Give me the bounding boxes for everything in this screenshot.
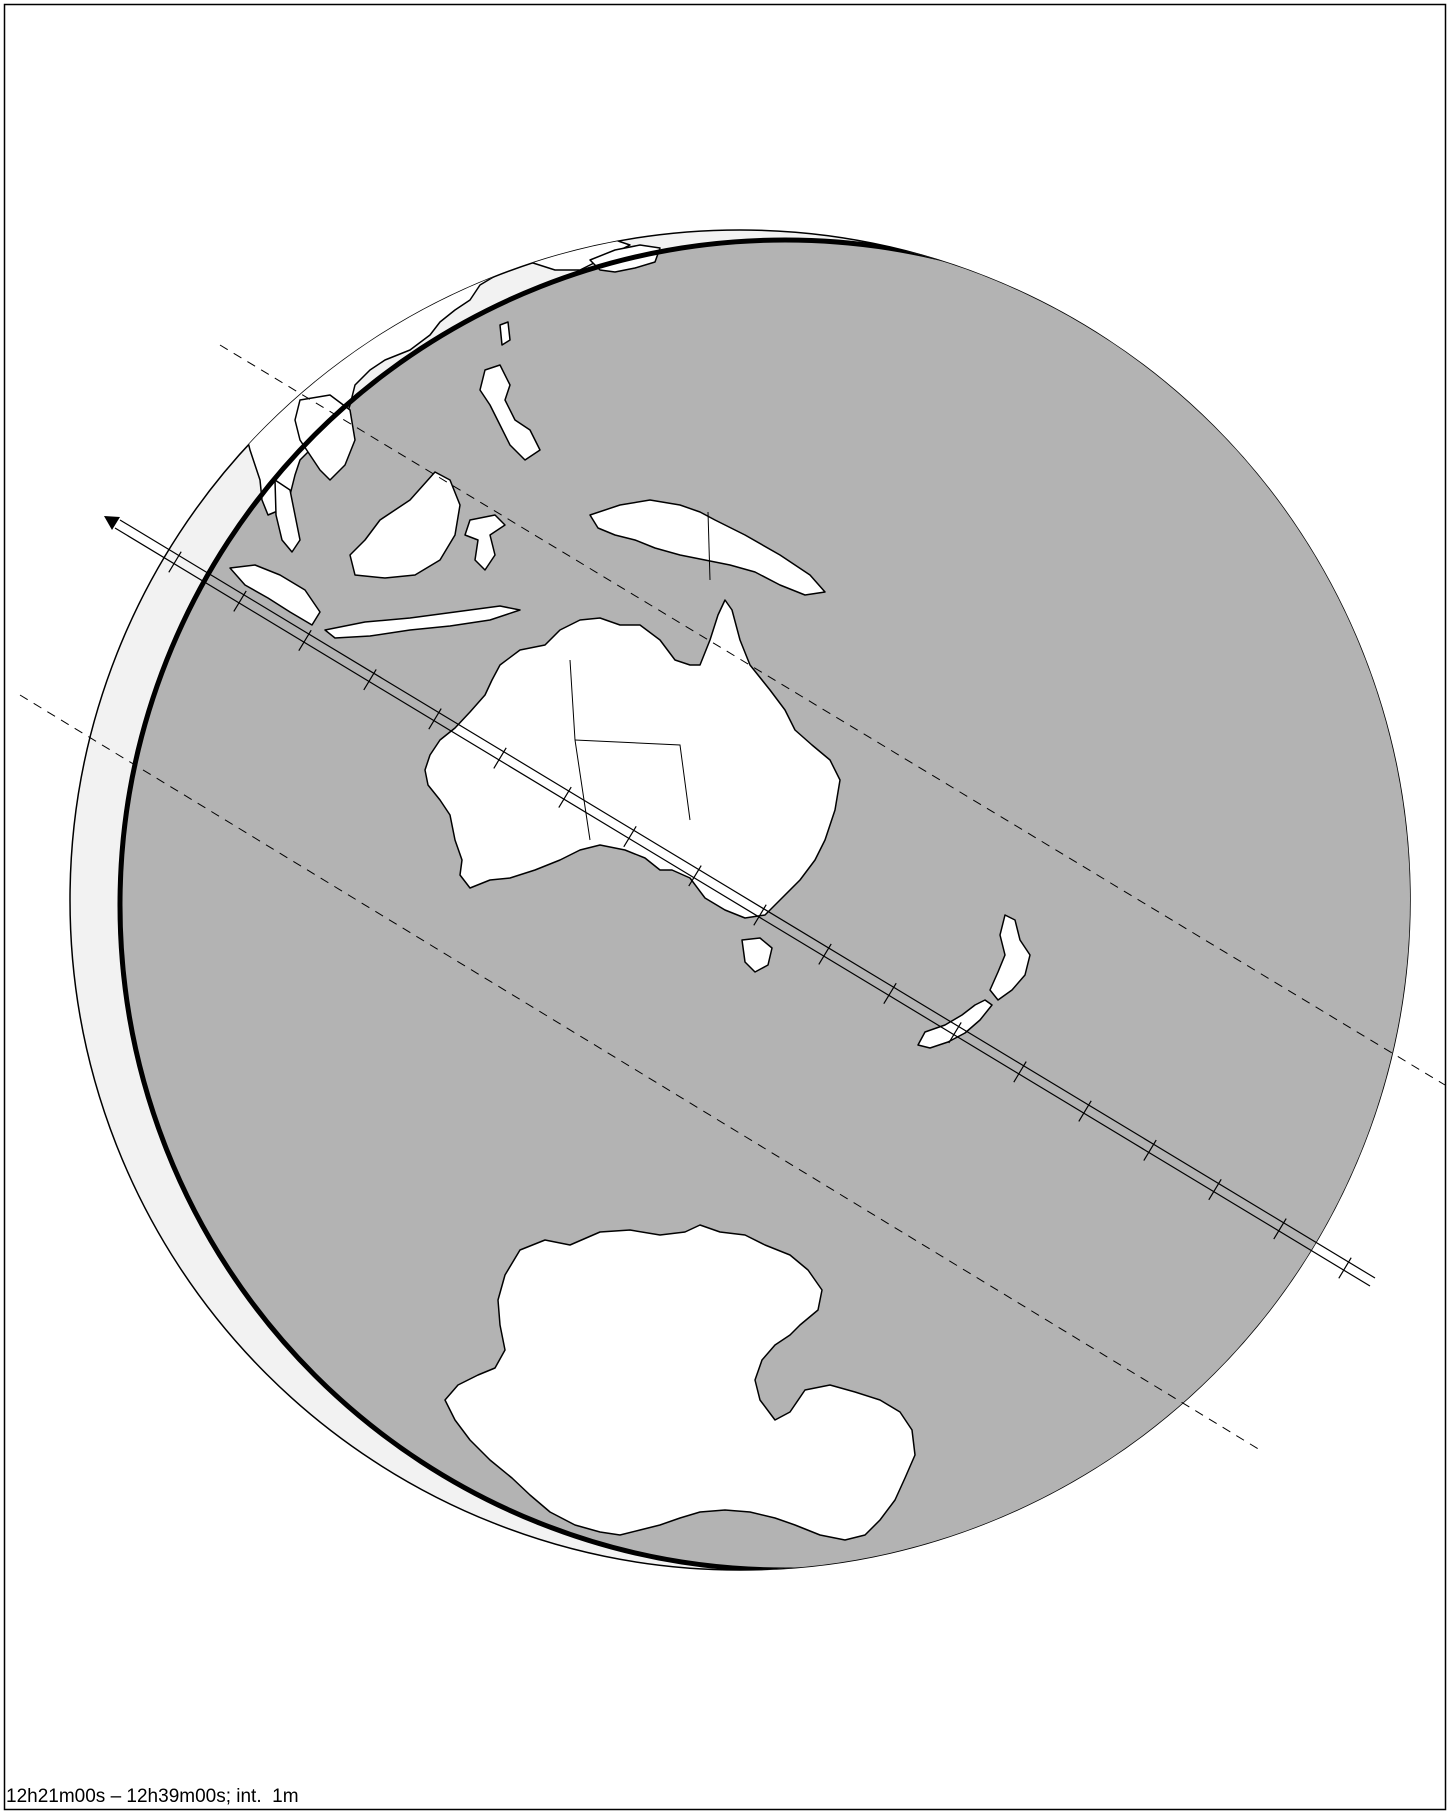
time-tick xyxy=(1078,1100,1092,1122)
sumatra-island xyxy=(229,564,321,626)
time-tick xyxy=(623,825,637,848)
sunlit-hemisphere xyxy=(120,240,1410,1570)
borders xyxy=(569,511,711,841)
central-path xyxy=(114,519,1376,1287)
time-tick xyxy=(493,747,507,769)
taiwan-island xyxy=(499,321,511,346)
southern-limit-line xyxy=(19,694,1261,1451)
time-tick xyxy=(1208,1178,1222,1201)
png-border xyxy=(707,511,711,581)
new-zealand-north-island xyxy=(989,914,1031,1001)
time-tick xyxy=(753,904,767,926)
time-tick xyxy=(948,1022,962,1044)
time-ticks xyxy=(168,551,1352,1279)
java-island xyxy=(324,605,521,639)
time-tick xyxy=(233,590,247,612)
sunlit-limb xyxy=(117,237,1410,1570)
philippines-islands xyxy=(479,364,541,461)
time-tick xyxy=(168,551,182,573)
penumbra-limits xyxy=(19,344,1446,1451)
antarctica-landmass xyxy=(444,1224,916,1541)
time-tick xyxy=(298,629,312,652)
nt-qld-border xyxy=(574,739,691,821)
time-range-caption: 12h21m00s – 12h39m00s; int. 1m xyxy=(6,1786,299,1807)
time-tick xyxy=(818,943,832,965)
northern-limit-line xyxy=(219,344,1446,1086)
path-direction-arrow xyxy=(104,516,120,530)
time-tick xyxy=(428,708,442,730)
australia-landmass xyxy=(424,599,841,919)
time-tick xyxy=(1273,1218,1287,1240)
time-tick xyxy=(883,982,897,1005)
time-tick xyxy=(1338,1257,1352,1279)
time-tick xyxy=(558,786,572,808)
sulawesi-island xyxy=(464,514,506,571)
time-tick xyxy=(1143,1139,1157,1161)
time-tick xyxy=(1013,1061,1027,1083)
tasmania-island xyxy=(741,937,773,973)
borneo-island xyxy=(349,471,461,579)
new-guinea-island xyxy=(589,499,826,596)
time-tick xyxy=(688,865,702,887)
time-tick xyxy=(363,669,377,691)
map-frame xyxy=(3,3,1447,1811)
malay-peninsula xyxy=(274,479,301,553)
